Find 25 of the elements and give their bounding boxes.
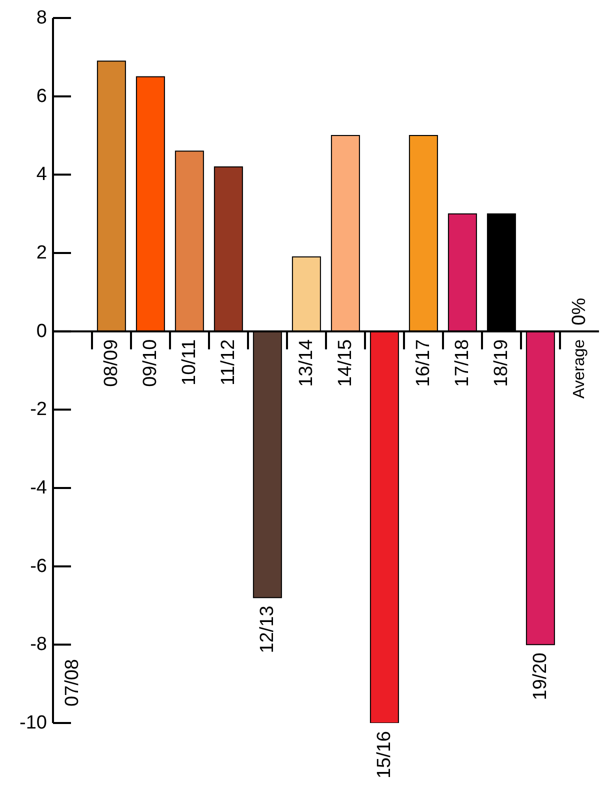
y-tick-label: -2 xyxy=(30,399,47,420)
x-tick-label: 13/14 xyxy=(296,338,317,387)
x-tick-label: Average xyxy=(571,339,588,399)
x-tick-label: 14/15 xyxy=(335,339,356,387)
y-tick-label: 4 xyxy=(36,164,48,186)
data-label: 0% xyxy=(569,298,590,326)
y-tick-label: 0 xyxy=(36,320,47,342)
y-tick-label: -8 xyxy=(30,634,47,656)
y-tick-label: 2 xyxy=(36,242,47,264)
x-tick-label: 17/18 xyxy=(452,339,473,387)
y-tick-label: -6 xyxy=(30,556,47,577)
x-tick-label: 15/16 xyxy=(374,731,395,779)
y-tick-label: 6 xyxy=(36,86,47,107)
x-tick-label: 07/08 xyxy=(62,659,83,707)
x-tick-label: 12/13 xyxy=(257,606,278,654)
x-tick-label: 10/11 xyxy=(179,339,200,386)
y-tick-label: -10 xyxy=(20,712,47,734)
x-tick-label: 16/17 xyxy=(413,339,434,387)
x-tick-label: 09/10 xyxy=(140,339,161,387)
x-tick-label: 18/19 xyxy=(491,339,512,387)
y-tick-label: -4 xyxy=(30,478,48,498)
x-tick-label: 08/09 xyxy=(101,339,122,387)
y-tick-label: 8 xyxy=(36,8,47,28)
x-tick-label: 19/20 xyxy=(530,652,551,700)
x-tick-label: 11/12 xyxy=(218,339,239,386)
